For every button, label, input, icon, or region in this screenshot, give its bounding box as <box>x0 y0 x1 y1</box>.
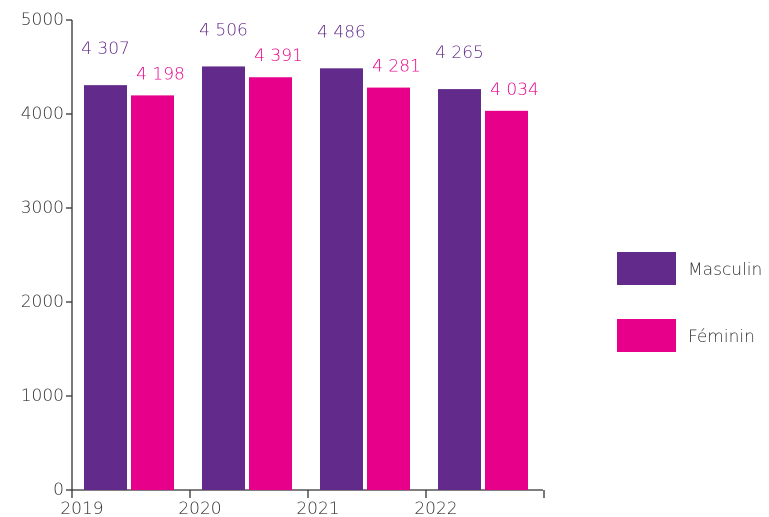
bar <box>131 95 174 490</box>
value-label: 4 265 <box>435 43 484 63</box>
bar <box>249 77 292 490</box>
value-label: 4 506 <box>199 20 248 40</box>
y-tick-label: 3000 <box>21 198 64 218</box>
x-tick-label: 2020 <box>178 499 221 517</box>
bar <box>367 87 410 490</box>
value-label: 4 391 <box>254 46 303 66</box>
y-tick-label: 4000 <box>21 104 64 124</box>
bar <box>84 85 127 490</box>
value-label: 4 486 <box>317 22 366 42</box>
bar <box>438 89 481 490</box>
value-label: 4 034 <box>490 80 539 100</box>
bar <box>485 110 528 490</box>
legend-swatch <box>617 319 676 352</box>
bar <box>202 66 245 490</box>
x-tick-label: 2019 <box>60 499 103 517</box>
legend-label: Féminin <box>688 327 755 347</box>
x-tick-label: 2021 <box>296 499 339 517</box>
y-tick-label: 1000 <box>21 386 64 406</box>
y-tick-label: 2000 <box>21 292 64 312</box>
legend-label: Masculin <box>688 260 762 280</box>
legend-swatch <box>617 252 676 285</box>
y-tick-label: 5000 <box>21 10 64 30</box>
value-label: 4 281 <box>372 57 421 77</box>
x-tick-label: 2022 <box>414 499 457 517</box>
bar <box>320 68 363 490</box>
value-label: 4 307 <box>81 39 130 59</box>
value-label: 4 198 <box>136 64 185 84</box>
y-tick-label: 0 <box>53 480 64 500</box>
